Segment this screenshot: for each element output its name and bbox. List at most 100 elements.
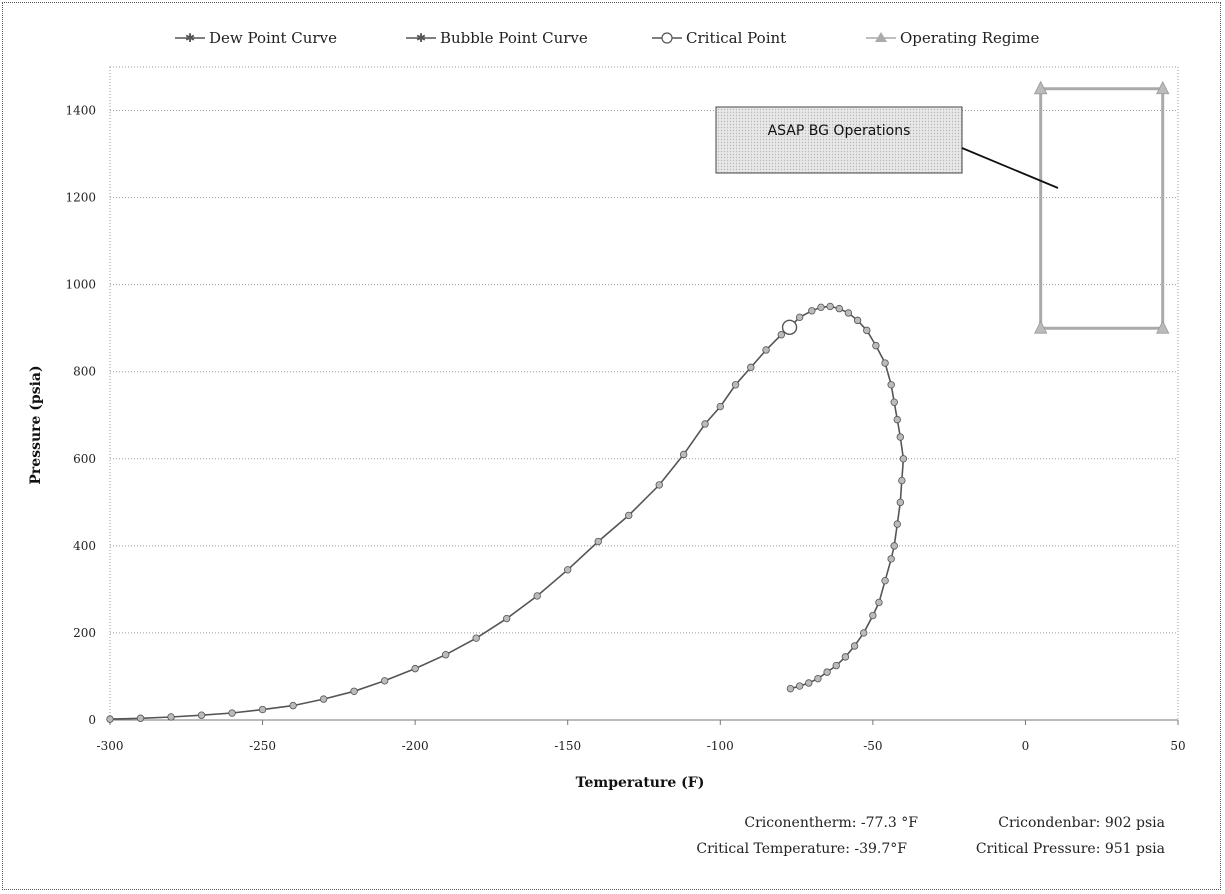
data-point-operating-regime xyxy=(1034,80,1048,95)
data-point-bubble-point-curve xyxy=(258,705,267,714)
x-tick-label: -100 xyxy=(707,739,734,753)
y-tick-label: 400 xyxy=(73,539,96,553)
data-point-dew-point-curve xyxy=(786,684,795,693)
legend-item-bubble-point: ✱ Bubble Point Curve xyxy=(406,29,588,47)
data-point-dew-point-curve xyxy=(808,307,816,315)
axes xyxy=(109,66,1179,725)
data-point-bubble-point-curve xyxy=(625,511,633,520)
data-point-bubble-point-curve xyxy=(167,713,175,721)
y-tick-label: 1400 xyxy=(65,104,96,118)
data-point-dew-point-curve xyxy=(860,629,868,637)
data-point-dew-point-curve xyxy=(890,398,898,406)
data-point-dew-point-curve xyxy=(899,455,908,463)
y-tick-label: 1200 xyxy=(65,191,96,205)
data-point-dew-point-curve xyxy=(887,381,895,389)
x-tick-label: 0 xyxy=(1022,739,1030,753)
plot-area-border xyxy=(109,66,1179,721)
data-point-bubble-point-curve xyxy=(701,420,709,428)
data-point-bubble-point-curve xyxy=(731,381,740,389)
legend-item-operating-regime: Operating Regime xyxy=(866,29,1040,47)
data-point-bubble-point-curve xyxy=(747,363,755,372)
data-point-dew-point-curve xyxy=(795,313,804,322)
annotation-text: ASAP BG Operations xyxy=(768,123,911,139)
data-point-bubble-point-curve xyxy=(716,402,724,411)
critical-pressure-label: Critical Pressure: 951 psia xyxy=(976,841,1165,857)
data-point-dew-point-curve xyxy=(863,326,871,335)
legend-label-bubble-point: Bubble Point Curve xyxy=(440,29,588,47)
x-tick-label: -50 xyxy=(863,739,882,753)
data-point-bubble-point-curve xyxy=(533,592,541,600)
y-tick-label: 600 xyxy=(73,452,96,466)
data-point-critical-point xyxy=(781,319,798,336)
data-point-bubble-point-curve xyxy=(655,481,663,489)
gridlines xyxy=(110,110,1178,634)
data-point-bubble-point-curve xyxy=(472,634,480,642)
x-tick-labels: -300 -250 -200 -150 -100 -50 0 50 xyxy=(97,739,1186,753)
y-tick-label: 0 xyxy=(88,713,96,727)
legend-item-critical-point: Critical Point xyxy=(652,29,786,47)
data-point-bubble-point-curve xyxy=(594,537,602,546)
legend-marker-critical-point xyxy=(661,32,673,44)
y-tick-labels: 0 200 400 600 800 1000 1200 1400 xyxy=(65,104,96,727)
data-point-bubble-point-curve xyxy=(777,331,786,339)
data-point-dew-point-curve xyxy=(817,303,825,312)
legend: ✱ Dew Point Curve ✱ Bubble Point Curve C… xyxy=(175,29,1040,47)
y-tick-label: 1000 xyxy=(65,278,96,292)
x-tick-label: -250 xyxy=(249,739,276,753)
annotation-box xyxy=(715,106,963,174)
cricondenbar-label: Cricondenbar: 902 psia xyxy=(998,815,1165,831)
legend-label-critical-point: Critical Point xyxy=(686,29,786,47)
data-point-bubble-point-curve xyxy=(762,346,770,354)
data-point-dew-point-curve xyxy=(887,555,895,563)
data-point-dew-point-curve xyxy=(875,598,883,607)
data-point-operating-regime xyxy=(1156,320,1170,334)
critical-temperature-label: Critical Temperature: -39.7°F xyxy=(696,841,907,857)
data-point-dew-point-curve xyxy=(881,359,889,367)
series-line-operating-regime xyxy=(1039,87,1165,330)
data-point-operating-regime xyxy=(1034,320,1048,334)
plot-series xyxy=(106,80,1170,723)
legend-marker-bubble-point: ✱ xyxy=(416,31,426,45)
x-tick-label: 50 xyxy=(1170,739,1185,753)
data-point-dew-point-curve xyxy=(869,611,877,620)
annotation-leader-line xyxy=(961,147,1059,189)
data-point-bubble-point-curve xyxy=(441,651,450,659)
data-point-dew-point-curve xyxy=(850,642,859,650)
data-point-dew-point-curve xyxy=(881,576,889,585)
legend-label-dew-point: Dew Point Curve xyxy=(209,29,337,47)
data-point-dew-point-curve xyxy=(795,682,804,690)
data-point-bubble-point-curve xyxy=(289,701,297,710)
data-point-dew-point-curve xyxy=(814,674,822,683)
data-point-dew-point-curve xyxy=(893,415,901,424)
y-axis-title: Pressure (psia) xyxy=(28,365,44,484)
data-point-dew-point-curve xyxy=(805,679,813,687)
annotation-callout: ASAP BG Operations xyxy=(715,106,1059,189)
legend-marker-operating-regime xyxy=(875,32,887,42)
y-tick-label: 800 xyxy=(73,365,96,379)
legend-item-dew-point: ✱ Dew Point Curve xyxy=(175,29,337,47)
data-point-dew-point-curve xyxy=(896,433,905,441)
data-point-bubble-point-curve xyxy=(319,695,328,703)
data-point-dew-point-curve xyxy=(893,520,901,528)
data-point-bubble-point-curve xyxy=(679,450,688,459)
cricondentherm-label: Criconentherm: -77.3 °F xyxy=(744,815,918,831)
data-point-bubble-point-curve xyxy=(380,677,389,685)
data-point-bubble-point-curve xyxy=(106,715,114,723)
data-point-bubble-point-curve xyxy=(411,664,419,673)
data-point-dew-point-curve xyxy=(835,304,843,313)
data-point-dew-point-curve xyxy=(826,302,834,311)
data-point-bubble-point-curve xyxy=(502,614,511,623)
legend-label-operating-regime: Operating Regime xyxy=(900,29,1040,47)
data-point-operating-regime xyxy=(1156,80,1170,95)
data-point-dew-point-curve xyxy=(896,498,905,507)
legend-marker-dew-point: ✱ xyxy=(185,31,195,45)
data-point-dew-point-curve xyxy=(832,661,840,670)
data-point-dew-point-curve xyxy=(853,316,862,325)
data-point-bubble-point-curve xyxy=(136,714,145,722)
data-point-bubble-point-curve xyxy=(350,687,358,695)
x-tick-label: -150 xyxy=(554,739,581,753)
data-point-dew-point-curve xyxy=(898,476,906,485)
y-tick-label: 200 xyxy=(73,626,96,640)
x-tick-label: -300 xyxy=(97,739,124,753)
